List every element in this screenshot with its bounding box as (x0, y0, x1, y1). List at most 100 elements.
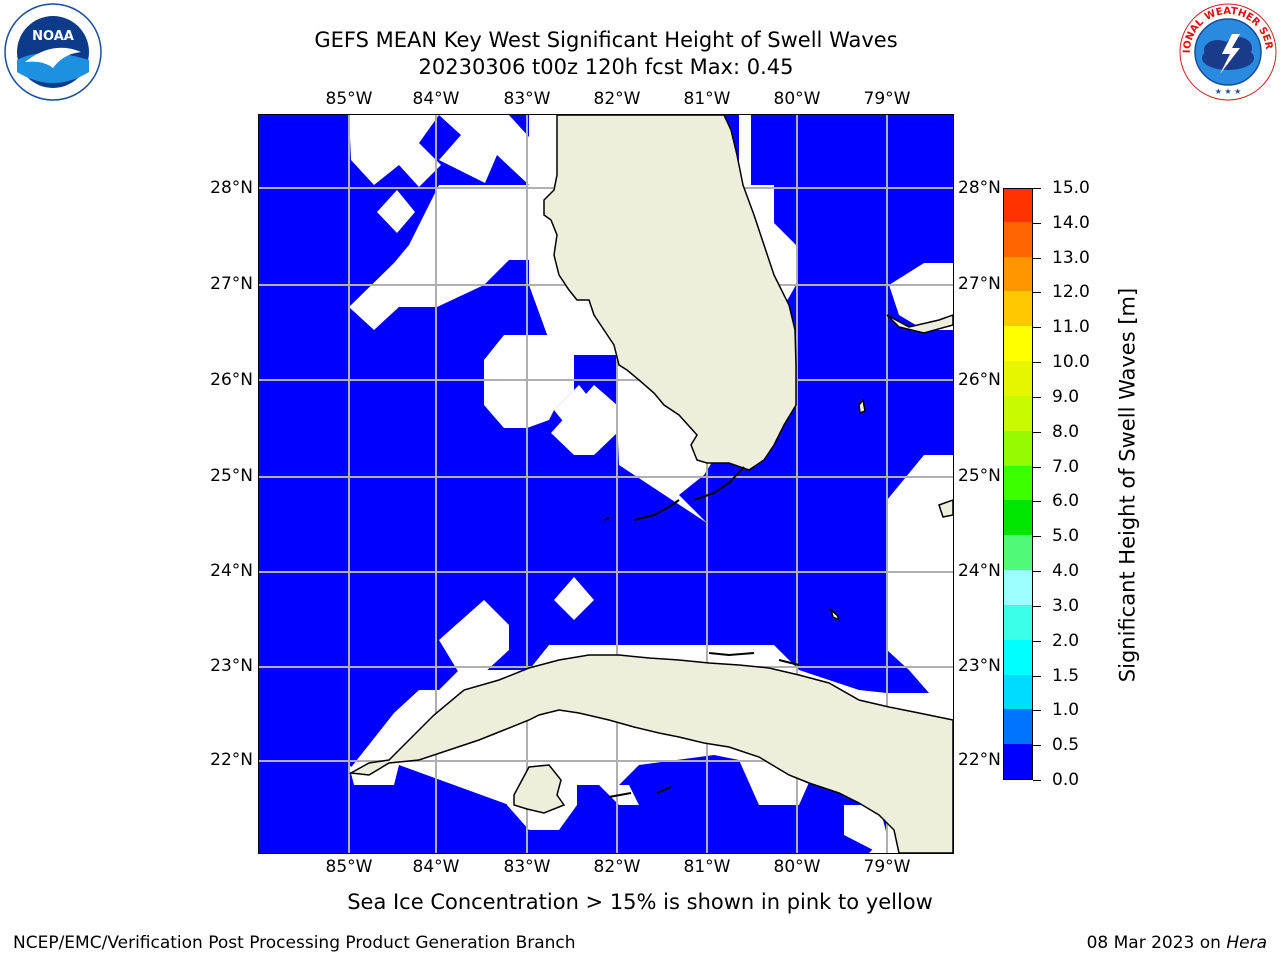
colorbar-segment (1004, 290, 1032, 327)
lon-label-bottom: 80°W (773, 857, 821, 877)
colorbar-tick (1033, 780, 1041, 781)
colorbar-segment (1004, 708, 1032, 745)
colorbar-segment (1004, 189, 1032, 222)
cuba-cays (608, 652, 800, 798)
colorbar-tick (1033, 467, 1041, 468)
svg-text:★ ★ ★: ★ ★ ★ (1215, 87, 1242, 96)
colorbar-tick-label: 5.0 (1052, 526, 1080, 546)
colorbar-tick (1033, 501, 1041, 502)
colorbar-segment (1004, 534, 1032, 571)
lon-label-top: 81°W (683, 89, 731, 109)
credit-host: Hera (1226, 933, 1267, 953)
colorbar-tick-label: 7.0 (1052, 457, 1080, 477)
florida-land (543, 115, 797, 471)
lon-label-bottom: 84°W (412, 857, 460, 877)
colorbar-tick-label: 1.0 (1052, 700, 1080, 720)
colorbar-tick-label: 1.5 (1052, 666, 1080, 686)
colorbar (1003, 188, 1033, 780)
lat-label-left: 23°N (210, 656, 253, 676)
colorbar-tick-label: 0.5 (1052, 735, 1080, 755)
colorbar-segment (1004, 674, 1032, 710)
colorbar-tick (1033, 188, 1041, 189)
lon-label-bottom: 82°W (593, 857, 641, 877)
noaa-logo: NOAA (4, 3, 102, 101)
colorbar-tick (1033, 292, 1041, 293)
colorbar-tick-label: 10.0 (1052, 352, 1090, 372)
colorbar-label: Significant Height of Swell Waves [m] (1115, 287, 1140, 683)
colorbar-tick (1033, 223, 1041, 224)
lat-label-left: 24°N (210, 561, 253, 581)
colorbar-tick-label: 2.0 (1052, 631, 1080, 651)
colorbar-tick (1033, 362, 1041, 363)
colorbar-segment (1004, 325, 1032, 362)
colorbar-tick-label: 4.0 (1052, 561, 1080, 581)
lon-label-bottom: 79°W (863, 857, 911, 877)
colorbar-tick (1033, 536, 1041, 537)
colorbar-tick (1033, 710, 1041, 711)
colorbar-tick (1033, 397, 1041, 398)
colorbar-segment (1004, 569, 1032, 605)
credit-branch: NCEP/EMC/Verification Post Processing Pr… (13, 933, 576, 953)
colorbar-tick-label: 15.0 (1052, 178, 1090, 198)
lat-label-left: 28°N (210, 178, 253, 198)
colorbar-tick-label: 0.0 (1052, 770, 1080, 790)
colorbar-segment (1004, 743, 1032, 779)
florida-keys (603, 466, 745, 521)
lon-label-top: 84°W (412, 89, 460, 109)
lon-label-top: 83°W (503, 89, 551, 109)
credit-date: 08 Mar 2023 on Hera (1087, 933, 1267, 953)
colorbar-segment (1004, 256, 1032, 292)
colorbar-segment (1004, 604, 1032, 640)
lon-label-bottom: 81°W (683, 857, 731, 877)
lon-label-top: 80°W (773, 89, 821, 109)
colorbar-tick (1033, 571, 1041, 572)
colorbar-tick-label: 6.0 (1052, 491, 1080, 511)
map-panel (258, 114, 954, 854)
lat-label-right: 22°N (958, 750, 1001, 770)
lat-label-right: 28°N (958, 178, 1001, 198)
colorbar-tick (1033, 432, 1041, 433)
colorbar-segment (1004, 395, 1032, 431)
sea-ice-note: Sea Ice Concentration > 15% is shown in … (347, 890, 933, 914)
map-svg (259, 115, 953, 853)
chart-title: GEFS MEAN Key West Significant Height of… (314, 28, 898, 52)
cuba-land (348, 654, 953, 853)
colorbar-tick (1033, 641, 1041, 642)
credit-date-text: 08 Mar 2023 on (1086, 933, 1227, 953)
colorbar-segment (1004, 465, 1032, 501)
lat-label-left: 22°N (210, 750, 253, 770)
lon-label-top: 79°W (863, 89, 911, 109)
lat-label-right: 27°N (958, 274, 1001, 294)
isla-juventud-land (513, 764, 566, 814)
colorbar-tick (1033, 745, 1041, 746)
bahamas-land (829, 314, 953, 622)
lat-label-right: 25°N (958, 466, 1001, 486)
chart-subtitle: 20230306 t00z 120h fcst Max: 0.45 (418, 55, 794, 79)
lat-label-left: 26°N (210, 370, 253, 390)
lat-label-right: 23°N (958, 656, 1001, 676)
colorbar-segment (1004, 499, 1032, 536)
colorbar-tick (1033, 258, 1041, 259)
lat-label-right: 24°N (958, 561, 1001, 581)
colorbar-tick-label: 14.0 (1052, 213, 1090, 233)
lon-label-top: 82°W (593, 89, 641, 109)
lat-label-right: 26°N (958, 370, 1001, 390)
colorbar-tick (1033, 606, 1041, 607)
colorbar-tick-label: 8.0 (1052, 422, 1080, 442)
colorbar-segment (1004, 221, 1032, 257)
colorbar-segment (1004, 360, 1032, 396)
colorbar-tick-label: 9.0 (1052, 387, 1080, 407)
lat-label-left: 27°N (210, 274, 253, 294)
nws-logo: NATIONAL WEATHER SERVICE ★ ★ ★ (1178, 2, 1277, 101)
colorbar-tick-label: 12.0 (1052, 282, 1090, 302)
lat-label-left: 25°N (210, 466, 253, 486)
colorbar-tick (1033, 327, 1041, 328)
colorbar-tick-label: 3.0 (1052, 596, 1080, 616)
colorbar-tick-label: 13.0 (1052, 248, 1090, 268)
svg-text:NOAA: NOAA (32, 29, 74, 44)
colorbar-tick (1033, 676, 1041, 677)
lon-label-bottom: 85°W (325, 857, 373, 877)
lon-label-top: 85°W (325, 89, 373, 109)
lon-label-bottom: 83°W (503, 857, 551, 877)
colorbar-tick-label: 11.0 (1052, 317, 1090, 337)
